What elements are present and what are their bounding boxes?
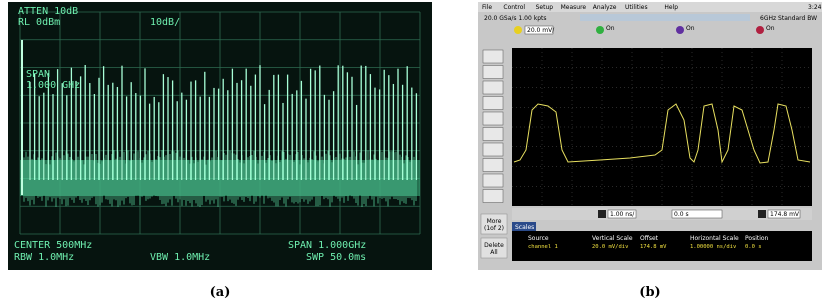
ch4-on: On: [766, 25, 775, 32]
table-header: Source: [528, 235, 549, 242]
ch4-icon[interactable]: [756, 26, 764, 34]
rbw: RBW 1.0MHz: [14, 252, 74, 263]
table-header: Vertical Scale: [592, 235, 633, 242]
menu-item[interactable]: Measure: [561, 4, 587, 11]
bandwidth: 6GHz Standard BW: [760, 15, 817, 22]
table-header: Position: [745, 235, 769, 242]
figure: ATTEN 10dB RL 0dBm 10dB/ SPAN 1.000 GHz …: [0, 0, 822, 304]
atten: ATTEN 10dB: [18, 6, 78, 17]
tab-label: Scales: [515, 224, 534, 231]
table-header: Horizontal Scale: [690, 235, 739, 242]
delete-all: All: [490, 249, 498, 256]
table-cell: 0.0 s: [745, 244, 762, 250]
panel-b: File Control Setup Measure Analyze Utilities H…: [478, 2, 822, 300]
acquisition: 20.0 GSa/s 1.00 kpts: [484, 15, 546, 22]
tool-button[interactable]: [483, 143, 503, 156]
span: SPAN 1.000GHz: [288, 240, 366, 251]
ch3-icon[interactable]: [676, 26, 684, 34]
tool-button[interactable]: [483, 128, 503, 141]
center: CENTER 500MHz: [14, 240, 92, 251]
table-cell: channel 1: [528, 244, 558, 250]
tool-button[interactable]: [483, 190, 503, 203]
ch1-icon[interactable]: [514, 26, 522, 34]
span-value: 1.000 GHz: [26, 80, 80, 91]
trigger: 174.8 mV: [770, 211, 800, 218]
more: More: [487, 218, 502, 225]
menu-item[interactable]: Utilities: [625, 4, 648, 11]
tool-button[interactable]: [483, 81, 503, 94]
menu-item[interactable]: Control: [503, 4, 525, 11]
more-page: (1of 2): [484, 225, 504, 232]
table-cell: 1.00000 ns/div: [690, 244, 737, 250]
menu-bar: [478, 2, 822, 12]
tool-button[interactable]: [483, 97, 503, 110]
menu-item[interactable]: Help: [664, 4, 678, 11]
table-header: Offset: [640, 235, 659, 242]
caption: (a): [210, 285, 231, 300]
tool-button[interactable]: [483, 50, 503, 63]
span-label: SPAN: [26, 69, 50, 80]
menu-item[interactable]: Setup: [536, 4, 554, 11]
table-cell: 20.0 mV/div: [592, 244, 629, 250]
delete: Delete: [484, 242, 504, 249]
ch2-on: On: [606, 25, 615, 32]
h-icon[interactable]: [598, 210, 606, 218]
tool-button[interactable]: [483, 159, 503, 172]
sweep: SWP 50.0ms: [306, 252, 366, 263]
delay: 0.0 s: [674, 211, 689, 218]
status-bar: [580, 14, 750, 21]
caption: (b): [639, 285, 660, 300]
ch-scale: 20.0 mV/: [527, 27, 555, 34]
ref-level: RL 0dBm: [18, 17, 60, 28]
control-bar: [512, 208, 812, 220]
ch2-icon[interactable]: [596, 26, 604, 34]
time-scale: 1.00 ns/: [610, 211, 635, 218]
table-cell: 174.8 mV: [640, 244, 667, 250]
tool-button[interactable]: [483, 66, 503, 79]
panel-a: ATTEN 10dB RL 0dBm 10dB/ SPAN 1.000 GHz …: [8, 2, 432, 300]
scale: 10dB/: [150, 17, 180, 28]
menu-item[interactable]: Analyze: [593, 4, 617, 11]
vbw: VBW 1.0MHz: [150, 252, 210, 263]
clock: 3:24: [808, 4, 822, 11]
t-icon[interactable]: [758, 210, 766, 218]
menu-item[interactable]: File: [482, 4, 492, 11]
ch3-on: On: [686, 25, 695, 32]
tool-button[interactable]: [483, 174, 503, 187]
tool-button[interactable]: [483, 112, 503, 125]
